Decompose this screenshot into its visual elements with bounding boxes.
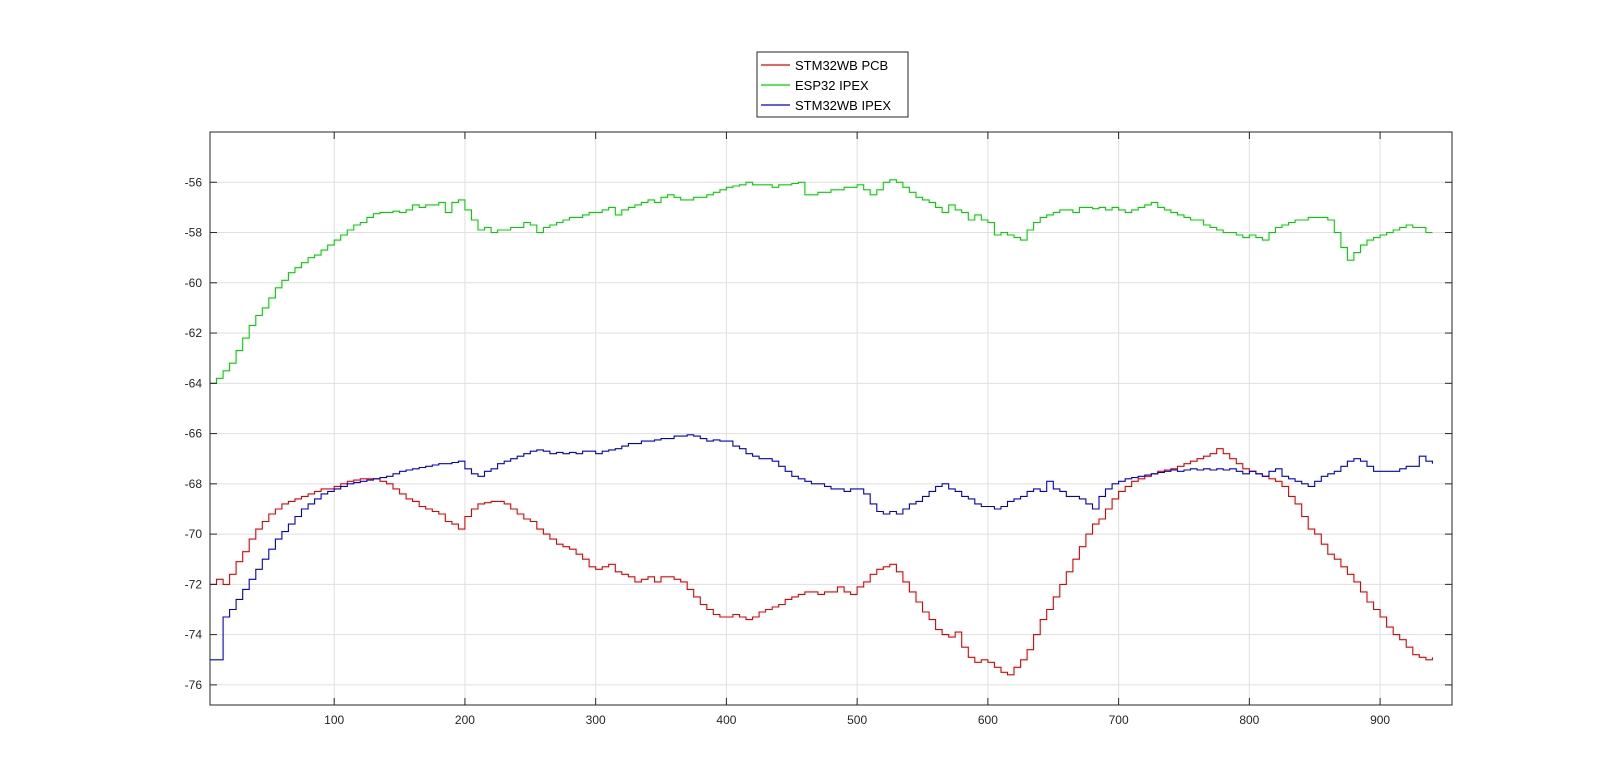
x-tick-label: 400 xyxy=(716,713,736,727)
y-tick-label: -66 xyxy=(185,427,203,441)
legend-label-stm32wb-ipex: STM32WB IPEX xyxy=(795,98,891,113)
series-line-stm32wb-pcb xyxy=(210,448,1433,676)
x-tick-label: 600 xyxy=(978,713,998,727)
y-tick-label: -76 xyxy=(185,678,203,692)
x-tick-label: 200 xyxy=(455,713,475,727)
y-tick-label: -68 xyxy=(185,477,203,491)
x-tick-label: 300 xyxy=(586,713,606,727)
x-tick-label: 100 xyxy=(324,713,344,727)
x-tick-label: 800 xyxy=(1239,713,1259,727)
y-tick-label: -56 xyxy=(185,175,203,189)
legend[interactable]: STM32WB PCB ESP32 IPEX STM32WB IPEX xyxy=(756,51,909,118)
plot-area-frame xyxy=(209,131,1453,706)
axis-ticks: 100 200 300 400 500 600 700 800 900 -76 -74 -72 -70 -… xyxy=(185,132,1452,727)
y-tick-label: -64 xyxy=(185,376,203,390)
x-tick-label: 500 xyxy=(847,713,867,727)
series-line-esp32-ipex xyxy=(210,179,1433,384)
y-tick-label: -70 xyxy=(185,527,203,541)
legend-label-esp32-ipex: ESP32 IPEX xyxy=(795,78,869,93)
y-tick-label: -58 xyxy=(185,226,203,240)
y-tick-label: -74 xyxy=(185,628,203,642)
series-lines xyxy=(210,179,1433,676)
y-tick-label: -60 xyxy=(185,276,203,290)
x-tick-label: 900 xyxy=(1370,713,1390,727)
y-tick-label: -62 xyxy=(185,326,203,340)
x-tick-label: 700 xyxy=(1109,713,1129,727)
series-line-stm32wb-ipex xyxy=(210,434,1433,661)
y-tick-label: -72 xyxy=(185,577,203,591)
legend-label-stm32wb-pcb: STM32WB PCB xyxy=(795,58,888,73)
grid xyxy=(210,132,1452,705)
